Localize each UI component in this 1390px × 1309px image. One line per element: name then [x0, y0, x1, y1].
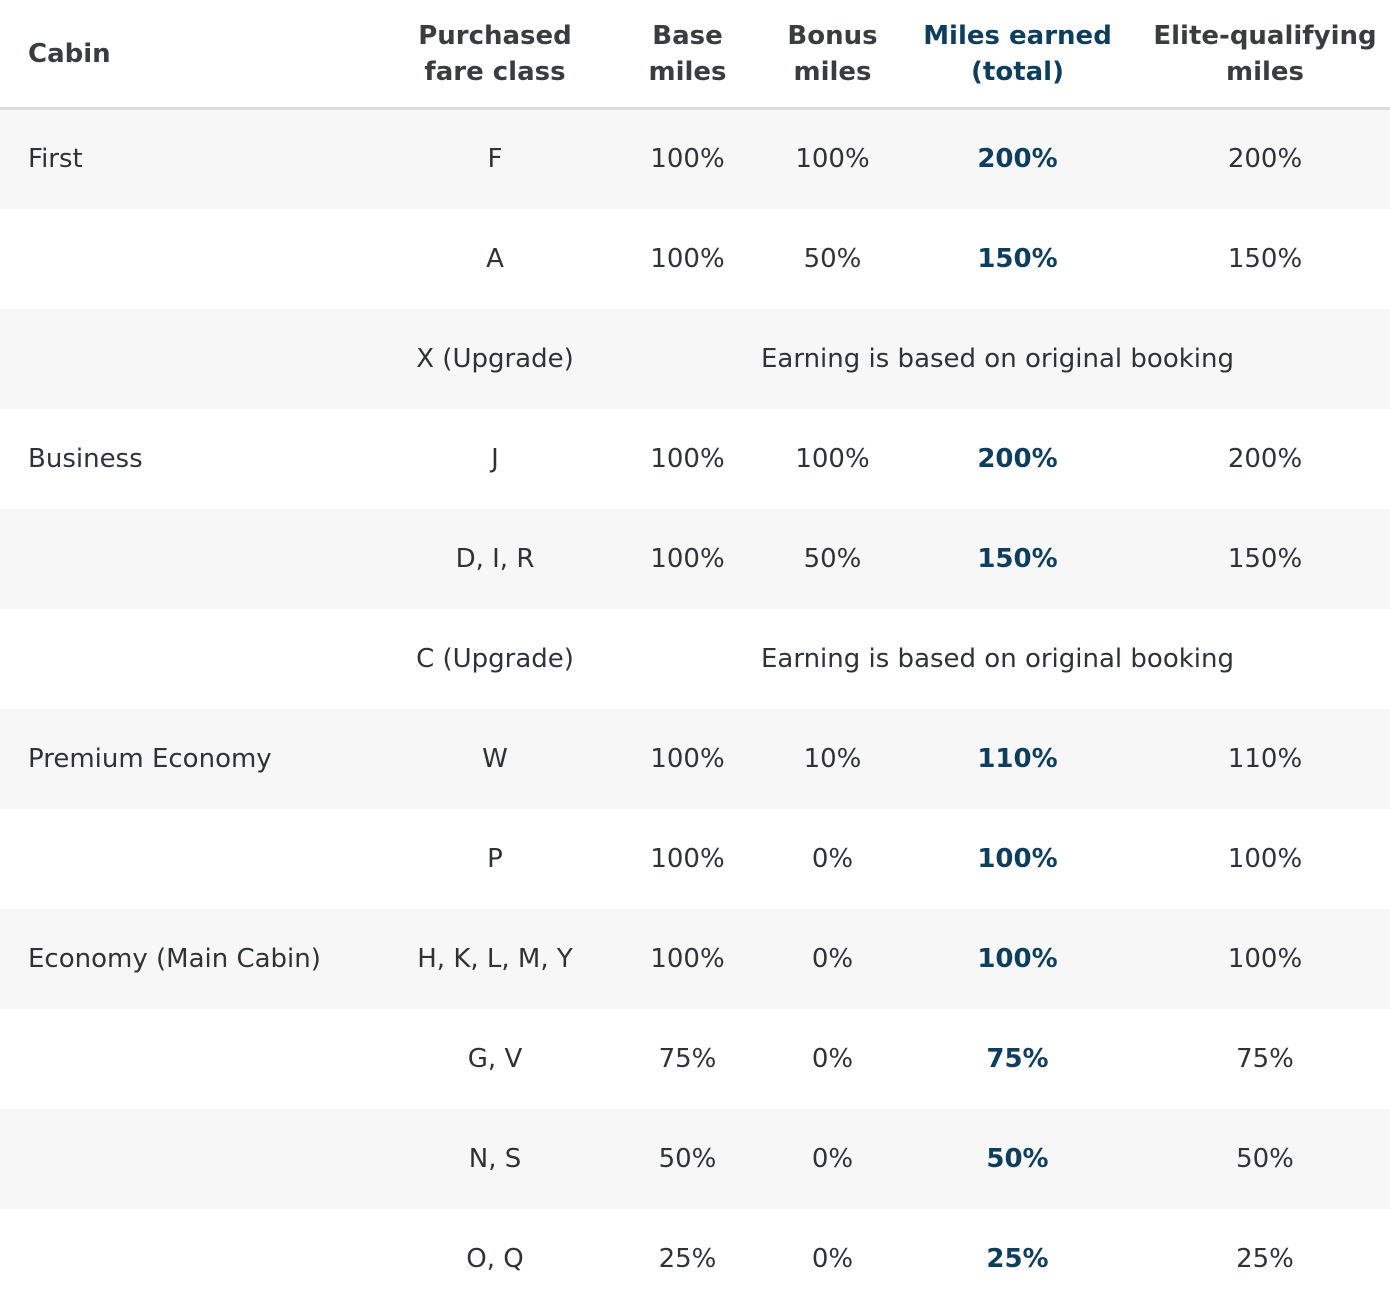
base-miles-cell: 25%	[658, 1243, 717, 1274]
miles-earned-cell: 75%	[986, 1043, 1049, 1074]
base-miles-cell: 100%	[650, 243, 725, 274]
header-fare-class: Purchased fare class	[385, 0, 605, 110]
bonus-miles-cell: 50%	[803, 543, 862, 574]
table-row: X (Upgrade) Earning is based on original…	[0, 308, 1390, 409]
bonus-miles-cell: 0%	[811, 843, 854, 874]
cabin-cell	[0, 1109, 385, 1209]
table-row: O, Q 25% 0% 25% 25%	[0, 1208, 1390, 1309]
table-row: G, V 75% 0% 75% 75%	[0, 1008, 1390, 1109]
base-miles-cell: 100%	[650, 144, 725, 175]
bonus-miles-cell: 0%	[811, 1243, 854, 1274]
fare-class-cell: H, K, L, M, Y	[417, 943, 573, 974]
header-bonus-miles: Bonus miles	[770, 0, 895, 110]
fare-class-cell: A	[486, 243, 504, 274]
header-fare-class-line1: Purchased	[418, 20, 572, 51]
header-fare-class-line2: fare class	[424, 56, 566, 87]
fare-class-cell: X (Upgrade)	[416, 343, 574, 374]
table-row: P 100% 0% 100% 100%	[0, 808, 1390, 909]
cabin-cell: First	[28, 144, 83, 175]
miles-earned-cell: 50%	[986, 1143, 1049, 1174]
base-miles-cell: 100%	[650, 543, 725, 574]
header-base-miles: Base miles	[605, 0, 770, 110]
eqm-cell: 200%	[1227, 144, 1303, 175]
table-header: Cabin Purchased fare class Base miles Bo…	[0, 0, 1390, 110]
miles-earned-cell: 200%	[977, 443, 1058, 474]
eqm-cell: 25%	[1236, 1243, 1294, 1274]
header-bonus-miles-line2: miles	[793, 56, 872, 87]
header-bonus-miles-line1: Bonus	[787, 20, 878, 51]
fare-class-cell: D, I, R	[455, 543, 535, 574]
table-row: A 100% 50% 150% 150%	[0, 208, 1390, 309]
header-base-miles-line2: miles	[648, 56, 727, 87]
cabin-cell	[0, 309, 385, 409]
miles-earned-cell: 150%	[977, 543, 1058, 574]
cabin-cell	[0, 509, 385, 609]
bonus-miles-cell: 100%	[795, 443, 870, 474]
table-row: C (Upgrade) Earning is based on original…	[0, 608, 1390, 709]
fare-class-cell: J	[491, 443, 499, 474]
miles-earned-cell: 200%	[977, 144, 1058, 175]
eqm-cell: 50%	[1236, 1143, 1294, 1174]
cabin-cell: Business	[28, 443, 143, 474]
eqm-cell: 150%	[1227, 543, 1303, 574]
base-miles-cell: 100%	[650, 943, 725, 974]
header-miles-earned-line2: (total)	[971, 56, 1064, 87]
eqm-cell: 150%	[1227, 243, 1303, 274]
fare-class-cell: F	[487, 144, 503, 175]
header-eqm-line1: Elite-qualifying	[1153, 20, 1377, 51]
fare-class-cell: W	[482, 743, 508, 774]
eqm-cell: 200%	[1227, 443, 1303, 474]
cabin-cell	[0, 1209, 385, 1309]
cabin-cell	[0, 1009, 385, 1109]
table-row: N, S 50% 0% 50% 50%	[0, 1108, 1390, 1209]
fare-class-cell: P	[487, 843, 503, 874]
header-elite-qualifying-miles: Elite-qualifying miles	[1140, 0, 1390, 110]
eqm-cell: 110%	[1227, 743, 1303, 774]
cabin-cell: Premium Economy	[28, 743, 272, 774]
miles-earned-cell: 110%	[977, 743, 1058, 774]
header-miles-earned-total: Miles earned (total)	[895, 0, 1140, 110]
fare-class-cell: N, S	[468, 1143, 522, 1174]
eqm-cell: 100%	[1227, 943, 1303, 974]
table-body: First F 100% 100% 200% 200% A 100% 50% 1…	[0, 108, 1390, 1309]
header-row: Cabin Purchased fare class Base miles Bo…	[0, 0, 1390, 110]
base-miles-cell: 75%	[658, 1043, 717, 1074]
bonus-miles-cell: 50%	[803, 243, 862, 274]
miles-earned-cell: 25%	[986, 1243, 1049, 1274]
eqm-cell: 100%	[1227, 843, 1303, 874]
cabin-cell	[0, 809, 385, 909]
header-eqm-line2: miles	[1225, 56, 1305, 87]
bonus-miles-cell: 100%	[795, 144, 870, 175]
earning-note-cell: Earning is based on original booking	[760, 643, 1234, 674]
table-row: Business J 100% 100% 200% 200%	[0, 408, 1390, 509]
header-cabin: Cabin	[0, 0, 385, 110]
base-miles-cell: 100%	[650, 843, 725, 874]
fare-class-cell: C (Upgrade)	[416, 643, 574, 674]
bonus-miles-cell: 0%	[811, 1143, 854, 1174]
eqm-cell: 75%	[1236, 1043, 1294, 1074]
cabin-cell	[0, 609, 385, 709]
bonus-miles-cell: 10%	[803, 743, 862, 774]
base-miles-cell: 50%	[658, 1143, 717, 1174]
header-base-miles-line1: Base	[652, 20, 723, 51]
header-miles-earned-line1: Miles earned	[923, 20, 1112, 51]
base-miles-cell: 100%	[650, 743, 725, 774]
bonus-miles-cell: 0%	[811, 943, 854, 974]
miles-earned-cell: 150%	[977, 243, 1058, 274]
fare-class-cell: O, Q	[466, 1243, 524, 1274]
table-row: D, I, R 100% 50% 150% 150%	[0, 508, 1390, 609]
bonus-miles-cell: 0%	[811, 1043, 854, 1074]
cabin-cell: Economy (Main Cabin)	[28, 943, 321, 974]
table-row: First F 100% 100% 200% 200%	[0, 108, 1390, 209]
table-row: Premium Economy W 100% 10% 110% 110%	[0, 708, 1390, 809]
table-row: Economy (Main Cabin) H, K, L, M, Y 100% …	[0, 908, 1390, 1009]
miles-earned-cell: 100%	[977, 843, 1058, 874]
fare-class-cell: G, V	[467, 1043, 523, 1074]
cabin-cell	[0, 209, 385, 309]
earning-note-cell: Earning is based on original booking	[760, 343, 1234, 374]
base-miles-cell: 100%	[650, 443, 725, 474]
miles-earned-cell: 100%	[977, 943, 1058, 974]
